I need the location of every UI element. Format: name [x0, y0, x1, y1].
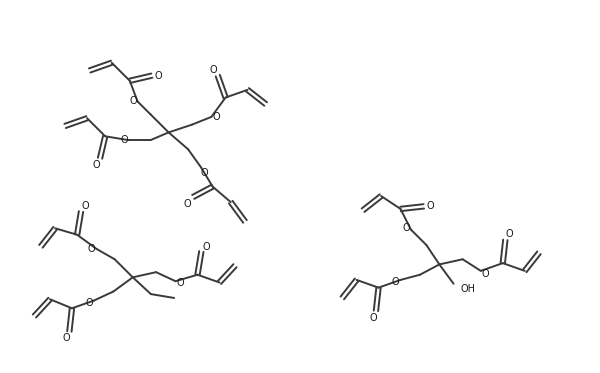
Text: O: O: [427, 201, 434, 211]
Text: O: O: [92, 160, 100, 170]
Text: O: O: [200, 168, 208, 178]
Text: O: O: [402, 223, 410, 233]
Text: O: O: [62, 333, 70, 344]
Text: O: O: [184, 199, 191, 209]
Text: O: O: [155, 70, 163, 81]
Text: O: O: [392, 277, 400, 287]
Text: OH: OH: [460, 284, 475, 294]
Text: O: O: [88, 244, 95, 254]
Text: O: O: [203, 242, 210, 251]
Text: O: O: [369, 313, 377, 323]
Text: O: O: [130, 97, 137, 106]
Text: O: O: [506, 229, 513, 239]
Text: O: O: [85, 298, 93, 307]
Text: O: O: [121, 135, 128, 145]
Text: O: O: [81, 201, 89, 210]
Text: O: O: [176, 278, 184, 288]
Text: O: O: [482, 269, 490, 279]
Text: O: O: [210, 65, 218, 75]
Text: O: O: [212, 112, 220, 122]
